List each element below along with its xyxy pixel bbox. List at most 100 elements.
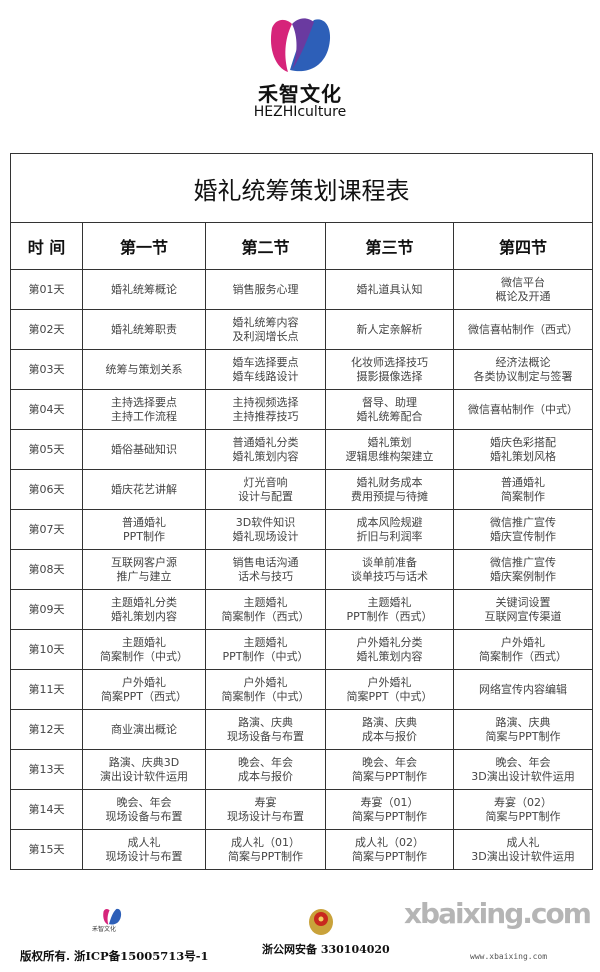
police-badge-icon [309, 909, 333, 935]
course-line: 经济法概论 [495, 355, 551, 369]
hezhi-logo [270, 18, 331, 72]
course-line: 婚礼策划内容 [111, 609, 177, 623]
course-line: 推广与建立 [116, 569, 172, 583]
course-cell: 婚车选择要点 婚车线路设计 [205, 349, 326, 390]
day-cell: 第11天 [10, 669, 83, 710]
course-cell: 成人礼（02） 简案与PPT制作 [325, 829, 454, 870]
course-line: 简案与PPT制作 [485, 809, 561, 823]
course-cell: 统筹与策划关系 [82, 349, 206, 390]
course-cell: 普通婚礼 PPT制作 [82, 509, 206, 550]
course-line: 寿宴（01） [360, 795, 419, 809]
course-line: 逻辑思维构架建立 [345, 449, 434, 463]
course-line: 摄影摄像选择 [356, 369, 423, 383]
course-line: 户外婚礼 [243, 675, 288, 689]
course-line: 婚庆花艺讲解 [111, 482, 177, 496]
table-row: 第01天 婚礼统筹概论 销售服务心理 婚礼道具认知 微信平台 概论及开通 [10, 269, 594, 310]
course-cell: 微信推广宣传 婚庆宣传制作 [452, 509, 594, 550]
course-line: 简案与PPT制作 [228, 849, 303, 863]
course-cell: 路演、庆典3D 演出设计软件运用 [82, 749, 206, 790]
course-cell: 主持视频选择 主持推荐技巧 [205, 389, 326, 430]
brand-name-en: HEZHIculture [253, 104, 347, 120]
course-line: 户外婚礼分类 [356, 635, 423, 649]
course-line: 晚会、年会 [362, 755, 417, 769]
course-line: 简案制作 [501, 489, 546, 503]
course-line: 路演、庆典 [238, 715, 293, 729]
course-line: 主题婚礼 [122, 635, 166, 649]
course-cell: 成本风险规避 折旧与利润率 [325, 509, 454, 550]
course-line: 简案制作（中式） [221, 689, 310, 703]
course-cell: 新人定亲解析 [325, 309, 454, 350]
course-line: 晚会、年会 [116, 795, 172, 809]
course-cell: 婚庆花艺讲解 [82, 469, 206, 510]
course-line: 简案与PPT制作 [485, 729, 561, 743]
course-line: 现场设计与布置 [227, 809, 304, 823]
course-line: 婚礼策划风格 [490, 449, 557, 463]
day-cell: 第09天 [10, 589, 83, 630]
course-line: 婚礼统筹概论 [111, 282, 177, 296]
course-cell: 寿宴（02） 简案与PPT制作 [452, 789, 594, 830]
course-line: 婚礼策划 [367, 435, 412, 449]
footer-brand: 禾智文化 [92, 926, 117, 933]
day-cell: 第08天 [10, 549, 83, 590]
course-cell: 主题婚礼 PPT制作（西式） [325, 589, 454, 630]
course-line: 主题婚礼 [243, 595, 288, 609]
course-line: 婚礼统筹内容 [232, 315, 299, 329]
table-row: 第05天 婚俗基础知识 普通婚礼分类 婚礼策划内容 婚礼策划 逻辑思维构架建立 婚庆色彩搭配… [10, 429, 594, 470]
table-row: 第15天 成人礼 现场设计与布置 成人礼（01） 简案与PPT制作 成人礼（02） 简案与P… [10, 829, 594, 870]
table-row: 第02天 婚礼统筹职责 婚礼统筹内容 及利润增长点 新人定亲解析 微信喜帖制作（西式） [10, 309, 594, 350]
course-line: 灯光音响 [243, 475, 288, 489]
course-cell: 晚会、年会 3D演出设计软件运用 [452, 749, 594, 790]
course-line: 演出设计软件运用 [100, 769, 188, 783]
course-cell: 路演、庆典 简案与PPT制作 [452, 709, 594, 750]
course-line: 普通婚礼 [501, 475, 546, 489]
course-cell: 成人礼（01） 简案与PPT制作 [205, 829, 326, 870]
header-session-3: 第三节 [325, 222, 454, 270]
course-line: 关键词设置 [495, 595, 551, 609]
course-cell: 寿宴（01） 简案与PPT制作 [325, 789, 454, 830]
course-line: 简案制作（西式） [221, 609, 310, 623]
day-cell: 第02天 [10, 309, 83, 350]
course-line: 主持选择要点 [111, 395, 177, 409]
day-cell: 第04天 [10, 389, 83, 430]
course-line: 费用预提与待摊 [351, 489, 428, 503]
course-line: 婚庆案例制作 [490, 569, 557, 583]
course-line: 婚礼现场设计 [232, 529, 299, 543]
course-cell: 商业演出概论 [82, 709, 206, 750]
table-row: 第06天 婚庆花艺讲解 灯光音响 设计与配置 婚礼财务成本 费用预提与待摊 普通婚礼 简案制作 [10, 469, 594, 510]
course-line: 各类协议制定与签署 [473, 369, 573, 383]
course-line: 简案与PPT制作 [352, 849, 427, 863]
course-line: 成本风险规避 [356, 515, 423, 529]
header-time: 时 间 [10, 222, 83, 270]
day-cell: 第07天 [10, 509, 83, 550]
course-cell: 婚礼统筹职责 [82, 309, 206, 350]
course-schedule-table: 婚礼统筹策划课程表 时 间 第一节 第二节 第三节 第四节 第01天 婚礼统筹概论… [9, 153, 594, 870]
course-line: 晚会、年会 [495, 755, 551, 769]
footer-logo [103, 908, 122, 925]
course-cell: 主题婚礼分类 婚礼策划内容 [82, 589, 206, 630]
course-cell: 谈单前准备 谈单技巧与话术 [325, 549, 454, 590]
copyright-text: 版权所有. 浙ICP备15005713号-1 [20, 949, 209, 963]
course-line: 现场设备与布置 [105, 809, 183, 823]
header-session-4: 第四节 [452, 222, 594, 270]
course-line: 婚礼策划内容 [232, 449, 299, 463]
course-line: 婚礼统筹职责 [111, 322, 177, 336]
course-line: 婚俗基础知识 [111, 442, 177, 456]
course-cell: 销售电话沟通 话术与技巧 [205, 549, 326, 590]
course-line: 婚礼道具认知 [356, 282, 423, 296]
course-line: 主持视频选择 [232, 395, 299, 409]
course-cell: 寿宴 现场设计与布置 [205, 789, 326, 830]
course-line: 统筹与策划关系 [105, 362, 183, 376]
course-line: 3D演出设计软件运用 [471, 769, 575, 783]
course-cell: 户外婚礼分类 婚礼策划内容 [325, 629, 454, 670]
course-line: 主题婚礼 [367, 595, 412, 609]
course-cell: 主持选择要点 主持工作流程 [82, 389, 206, 430]
course-cell: 督导、助理 婚礼统筹配合 [325, 389, 454, 430]
table-row: 第03天 统筹与策划关系 婚车选择要点 婚车线路设计 化妆师选择技巧 摄影摄像选择 经济法概… [10, 349, 594, 390]
course-cell: 婚俗基础知识 [82, 429, 206, 470]
day-cell: 第15天 [10, 829, 83, 870]
course-line: 销售服务心理 [232, 282, 299, 296]
course-line: 简案制作（西式） [479, 649, 568, 663]
course-line: 普通婚礼分类 [232, 435, 299, 449]
course-line: 微信平台 [501, 275, 546, 289]
course-line: PPT制作 [123, 529, 165, 543]
